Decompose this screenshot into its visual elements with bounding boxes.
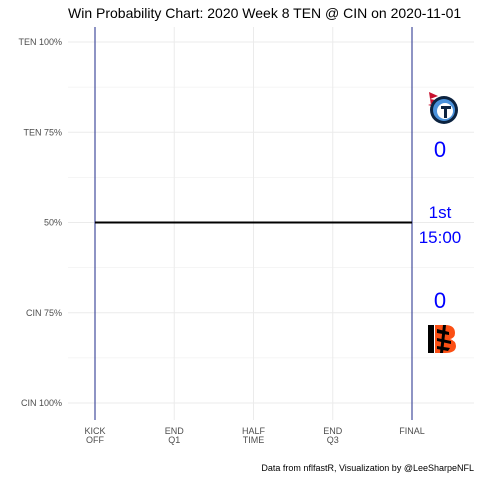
game-clock: 15:00 xyxy=(419,228,462,247)
x-tick-label: Q1 xyxy=(168,435,180,445)
x-tick-label: Q3 xyxy=(327,435,339,445)
y-axis-ticks: CIN 100% CIN 75% 50% TEN 75% TEN 100% xyxy=(18,37,62,408)
x-tick-label: KICK xyxy=(84,426,105,436)
x-tick-label: TIME xyxy=(243,435,265,445)
game-quarter: 1st xyxy=(429,203,452,222)
away-score: 0 xyxy=(434,137,446,162)
x-tick-label: END xyxy=(165,426,185,436)
y-tick-label: CIN 100% xyxy=(21,398,62,408)
y-tick-label: TEN 75% xyxy=(23,127,62,137)
x-tick-label: OFF xyxy=(86,435,104,445)
chart-caption: Data from nflfastR, Visualization by @Le… xyxy=(261,463,474,473)
y-tick-label: 50% xyxy=(44,218,62,228)
x-tick-label: HALF xyxy=(242,426,266,436)
y-tick-label: TEN 100% xyxy=(18,37,62,47)
y-tick-label: CIN 75% xyxy=(26,308,62,318)
home-score: 0 xyxy=(434,288,446,313)
x-tick-label: FINAL xyxy=(399,426,425,436)
cin-logo-icon xyxy=(428,325,456,353)
ten-logo-icon xyxy=(428,92,458,124)
chart-title: Win Probability Chart: 2020 Week 8 TEN @… xyxy=(68,5,461,21)
x-tick-label: END xyxy=(323,426,343,436)
